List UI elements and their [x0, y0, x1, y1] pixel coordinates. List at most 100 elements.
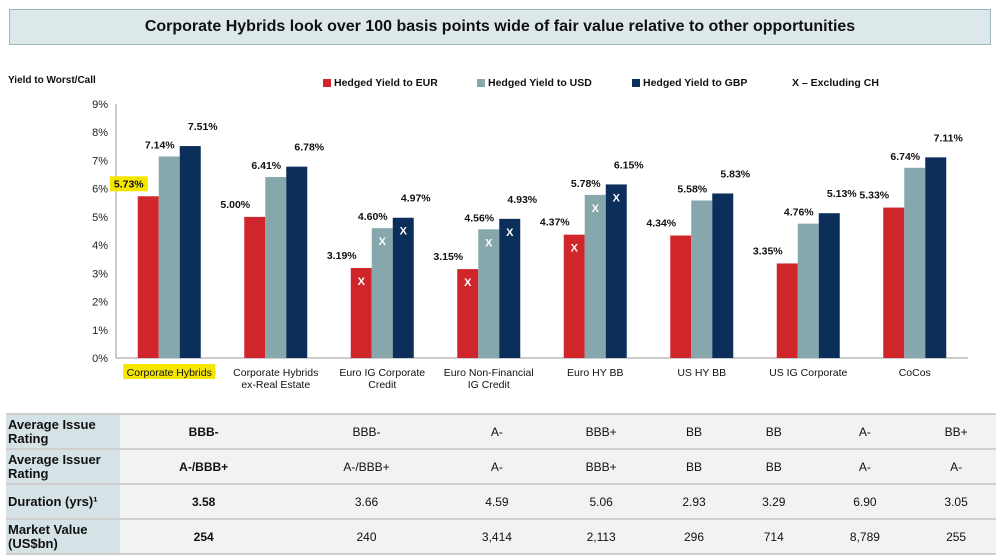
table-row: Market Value (US$bn) 254 240 3,414 2,113 296 7… [6, 519, 996, 555]
table-cell: 5.06 [548, 484, 655, 520]
bar [286, 166, 308, 358]
data-label: 5.73% [114, 178, 144, 190]
row-label: Market Value (US$bn) [6, 519, 120, 555]
legend-item-usd: Hedged Yield to USD [477, 77, 592, 89]
table-cell: 296 [654, 519, 734, 555]
data-label: 5.13% [827, 188, 857, 200]
x-marker: X [379, 236, 387, 248]
y-tick-label: 2% [92, 297, 108, 309]
y-tick-label: 3% [92, 268, 108, 280]
table-cell: A- [916, 449, 996, 485]
x-marker: X [571, 243, 579, 255]
table-cell: BB [733, 413, 814, 450]
table-cell: 3,414 [445, 519, 549, 555]
slide-title: Corporate Hybrids look over 100 basis po… [9, 9, 991, 45]
x-marker: X [485, 237, 493, 249]
row-label: Average Issue Rating [6, 413, 120, 450]
category-label: CoCos [899, 367, 931, 379]
bar [712, 193, 734, 358]
data-label: 5.58% [677, 184, 707, 196]
bar [691, 200, 713, 358]
data-label: 4.93% [507, 194, 537, 206]
y-tick-label: 9% [92, 99, 108, 111]
data-label: 4.34% [646, 218, 676, 230]
data-label: 5.83% [720, 168, 750, 180]
x-marker: X [592, 203, 600, 215]
category-label: US IG Corporate [769, 367, 847, 379]
x-marker: X [506, 227, 514, 239]
row-label: Average Issuer Rating [6, 449, 120, 485]
y-tick-label: 0% [92, 353, 108, 365]
bar [499, 218, 521, 358]
bar [925, 157, 947, 358]
table-cell: 714 [733, 519, 814, 555]
table-cell: A- [813, 449, 917, 485]
table-cell: A- [445, 449, 549, 485]
bar [670, 235, 692, 358]
bar [179, 146, 201, 358]
category-label: Corporate Hybrids [127, 367, 212, 379]
table-cell: BBB+ [548, 449, 655, 485]
bar [350, 267, 372, 358]
bar-chart: 0% 1% 2% 3% 4% 5% 6% 7% 8% 9% 5.73% 7.14% 7.51% Corpo… [92, 99, 968, 391]
bar [265, 177, 287, 358]
y-tick-label: 1% [92, 325, 108, 337]
bar [605, 184, 627, 358]
data-label: 7.14% [145, 139, 175, 151]
x-marker: X [613, 192, 621, 204]
bar [457, 269, 479, 358]
legend-item-eur: Hedged Yield to EUR [323, 77, 438, 89]
data-label: 5.78% [571, 178, 601, 190]
data-label: 3.35% [753, 245, 783, 257]
table-row: Average Issue Rating BBB- BBB- A- BBB+ BB BB A-… [6, 413, 996, 450]
table-cell: 240 [287, 519, 446, 555]
category-label: Euro Non-Financial [444, 367, 534, 379]
x-marker: X [358, 276, 366, 288]
bar [883, 207, 905, 358]
legend-label-usd: Hedged Yield to USD [488, 77, 592, 89]
data-label: 4.37% [540, 217, 570, 229]
bar [137, 196, 159, 358]
legend-swatch-usd [477, 79, 485, 87]
table-row: Average Issuer Rating A-/BBB+ A-/BBB+ A- BBB… [6, 449, 996, 485]
table-cell: BBB- [287, 413, 446, 450]
legend-label-eur: Hedged Yield to EUR [334, 77, 438, 89]
category-label: Credit [368, 379, 396, 391]
bar [776, 263, 798, 358]
bar [371, 228, 393, 358]
data-label: 6.41% [251, 160, 281, 172]
table-cell: 2.93 [654, 484, 734, 520]
table-cell: BB [654, 449, 734, 485]
table-cell: BB [733, 449, 814, 485]
bar [563, 234, 585, 358]
category-label: ex-Real Estate [241, 379, 310, 391]
bar [158, 156, 180, 358]
bar [244, 216, 266, 358]
table-cell: BBB+ [548, 413, 655, 450]
data-label: 6.74% [890, 151, 920, 163]
bar [818, 213, 840, 358]
bar [904, 167, 926, 358]
bar [584, 194, 606, 358]
data-label: 6.78% [294, 142, 324, 154]
table-cell: A- [813, 413, 917, 450]
y-axis-label: Yield to Worst/Call [8, 75, 96, 86]
y-tick-label: 4% [92, 240, 108, 252]
table-row: Duration (yrs)¹ 3.58 3.66 4.59 5.06 2.93 3.29 6… [6, 484, 996, 520]
table-cell: 3.58 [120, 484, 288, 520]
data-label: 4.56% [464, 212, 494, 224]
table-cell: BB+ [916, 413, 996, 450]
data-label: 4.97% [401, 193, 431, 205]
metrics-table: Average Issue Rating BBB- BBB- A- BBB+ BB BB A-… [6, 413, 996, 555]
y-tick-label: 8% [92, 127, 108, 139]
category-label: Corporate Hybrids [233, 367, 318, 379]
data-label: 5.33% [859, 190, 889, 202]
bar [392, 217, 414, 358]
data-label: 3.15% [433, 251, 463, 263]
data-label: 5.00% [220, 199, 250, 211]
category-label: Euro HY BB [567, 367, 623, 379]
table-cell: 254 [120, 519, 288, 555]
data-label: 7.11% [934, 132, 964, 144]
table-cell: BBB- [120, 413, 288, 450]
row-label: Duration (yrs)¹ [6, 484, 120, 520]
